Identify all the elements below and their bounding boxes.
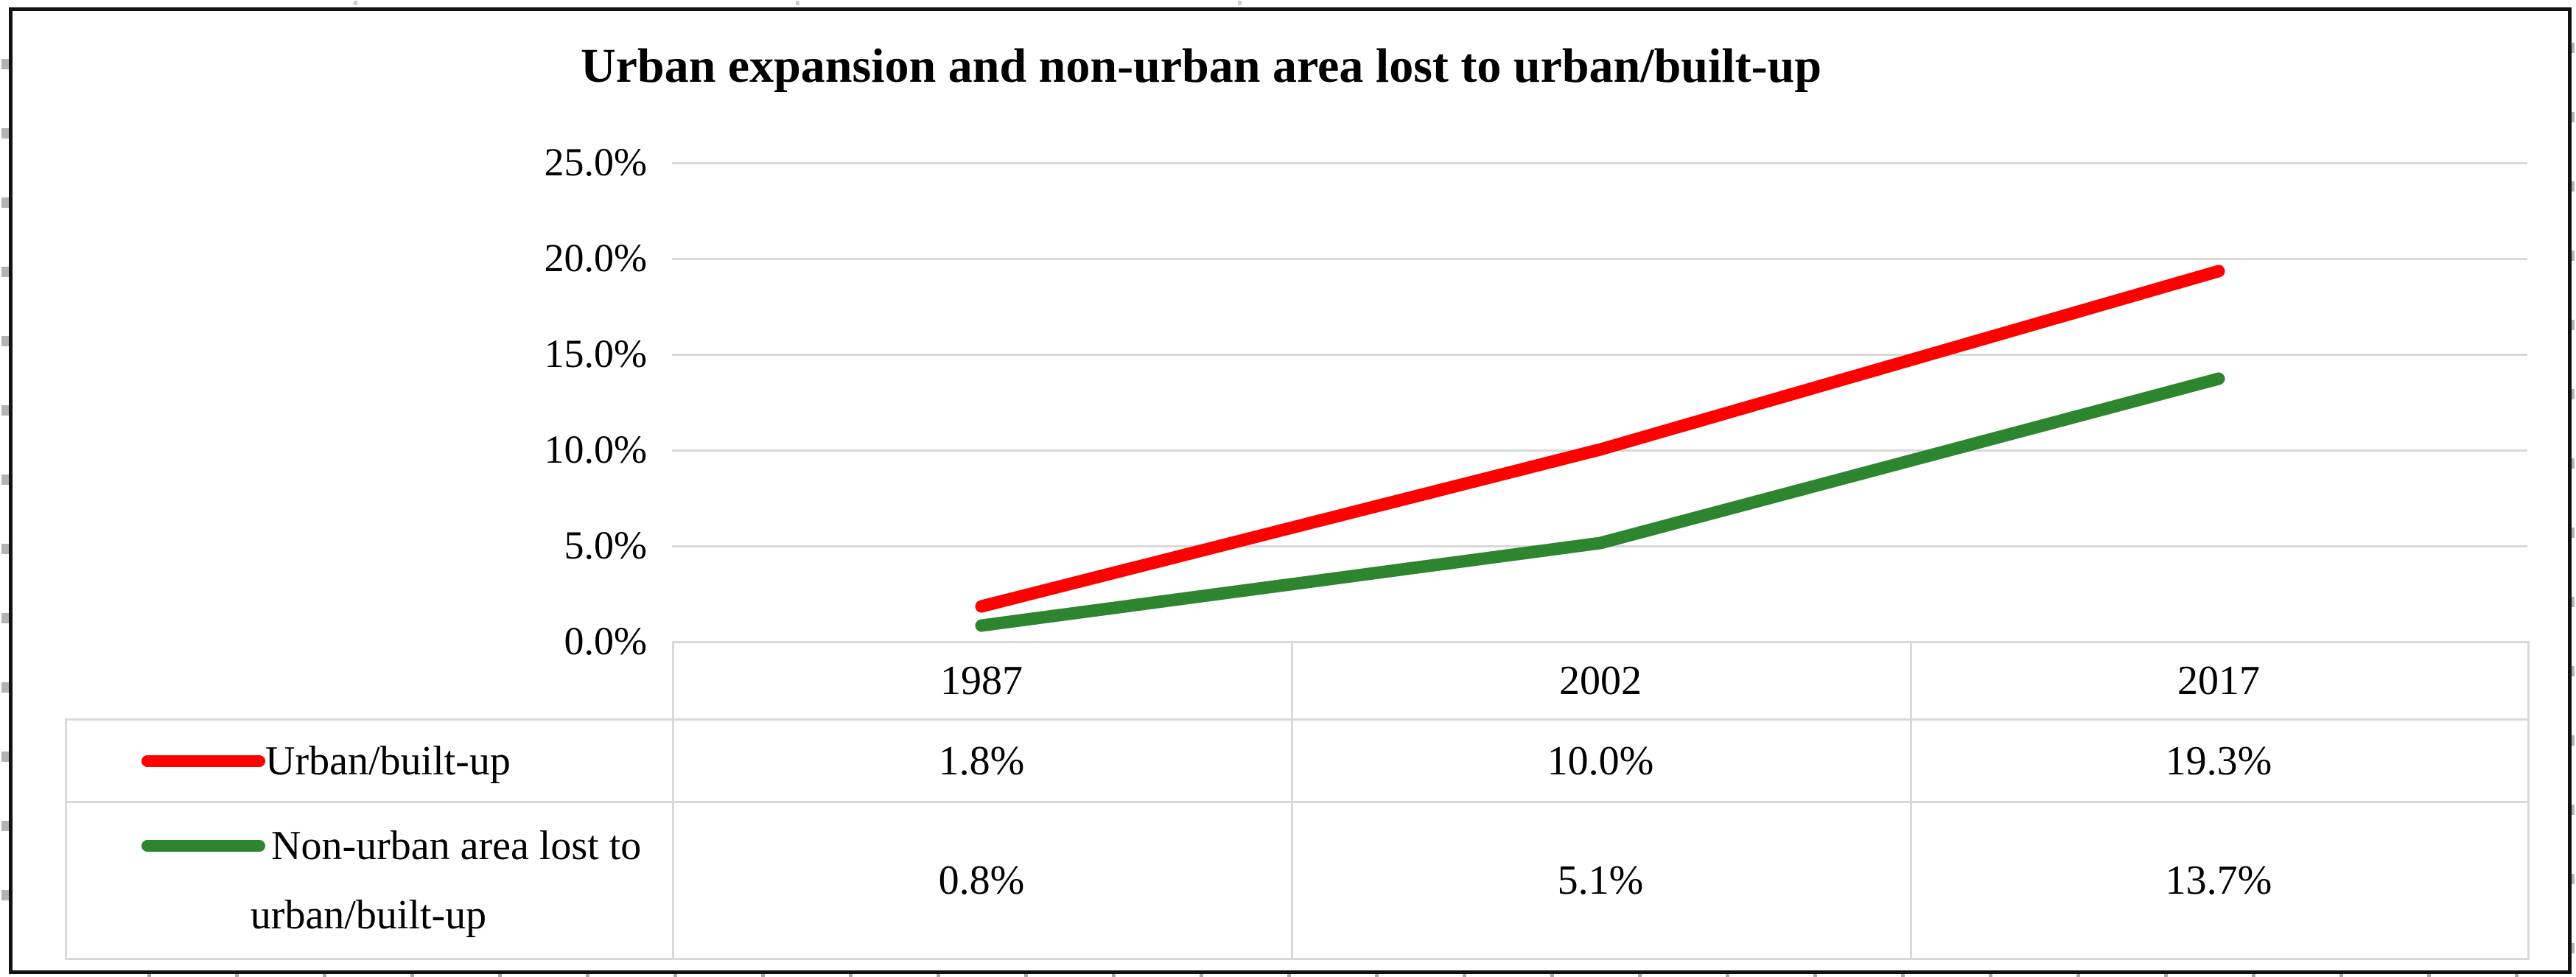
table-value: 13.7% xyxy=(2165,858,2272,903)
legend-item-urban-built-up: Urban/built-up xyxy=(65,721,672,801)
x-category-label: 2017 xyxy=(2177,658,2260,704)
series-line-urban-built-up xyxy=(975,265,2225,613)
table-border xyxy=(2527,641,2530,960)
table-border xyxy=(65,718,2530,721)
legend-line-swatch-red xyxy=(141,754,265,767)
gridline-25pct xyxy=(672,162,2527,164)
gridline-15pct xyxy=(672,354,2527,356)
x-category-label: 2002 xyxy=(1559,658,1642,704)
y-tick-label: 25.0% xyxy=(544,140,647,184)
page-crop-ticks-bottom xyxy=(147,972,2549,977)
table-value: 19.3% xyxy=(2165,738,2272,784)
legend-label-line1: Non-urban area lost to xyxy=(271,823,642,869)
table-value: 1.8% xyxy=(938,738,1025,784)
table-border xyxy=(672,641,674,960)
legend-label-line2: urban/built-up xyxy=(250,892,487,938)
page-crop-ticks-top xyxy=(354,1,1385,5)
table-border xyxy=(1910,641,1912,960)
figure-border xyxy=(9,7,2572,974)
series-line-non-urban-lost xyxy=(975,372,2225,632)
table-value: 10.0% xyxy=(1547,738,1654,784)
y-tick-label: 15.0% xyxy=(544,332,647,376)
page-crop-ticks-left xyxy=(1,59,9,928)
y-tick-label: 20.0% xyxy=(544,236,647,280)
legend-label: Urban/built-up xyxy=(265,738,511,784)
y-tick-label: 0.0% xyxy=(564,619,647,663)
table-border xyxy=(65,718,67,960)
table-border xyxy=(1291,641,1293,960)
x-category-label: 1987 xyxy=(940,658,1023,704)
chart-title: Urban expansion and non-urban area lost … xyxy=(580,39,1822,93)
y-tick-label: 10.0% xyxy=(544,427,647,472)
table-value: 0.8% xyxy=(938,858,1025,903)
legend-line-swatch-green xyxy=(141,840,265,852)
table-value: 5.1% xyxy=(1557,858,1644,903)
table-border xyxy=(65,801,2530,803)
page-crop-ticks-right xyxy=(2569,43,2575,964)
y-tick-label: 5.0% xyxy=(564,523,647,567)
table-border xyxy=(65,958,2530,960)
axis-line-0pct xyxy=(672,641,2530,643)
gridline-20pct xyxy=(672,258,2527,260)
legend-item-non-urban-lost: Non-urban area lost to urban/built-up xyxy=(65,803,672,958)
